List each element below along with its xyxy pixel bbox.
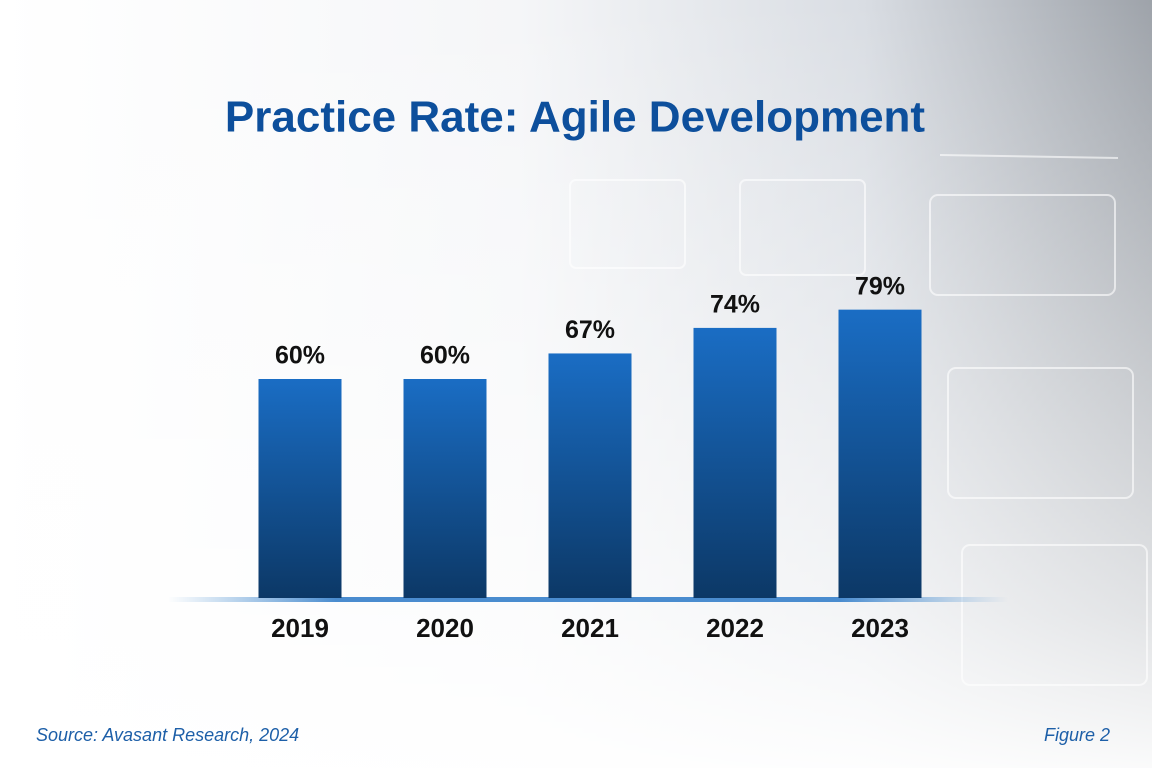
- bar: [548, 353, 632, 598]
- source-note: Source: Avasant Research, 2024: [36, 725, 299, 745]
- x-tick-label: 2023: [851, 613, 909, 643]
- value-label: 74%: [710, 291, 760, 319]
- value-label: 60%: [275, 342, 325, 370]
- bar: [838, 309, 922, 598]
- baseline: [168, 597, 1008, 602]
- value-label: 79%: [855, 272, 905, 300]
- x-tick-label: 2020: [416, 613, 474, 643]
- figure-label: Figure 2: [1044, 725, 1110, 745]
- x-tick-label: 2022: [706, 613, 764, 643]
- bar: [693, 327, 777, 598]
- chart-title: Practice Rate: Agile Development: [225, 93, 926, 142]
- bar: [403, 379, 487, 598]
- x-tick-label: 2019: [271, 613, 329, 643]
- value-label: 60%: [420, 342, 470, 370]
- value-label: 67%: [565, 316, 615, 344]
- x-tick-label: 2021: [561, 613, 619, 643]
- bar: [258, 379, 342, 598]
